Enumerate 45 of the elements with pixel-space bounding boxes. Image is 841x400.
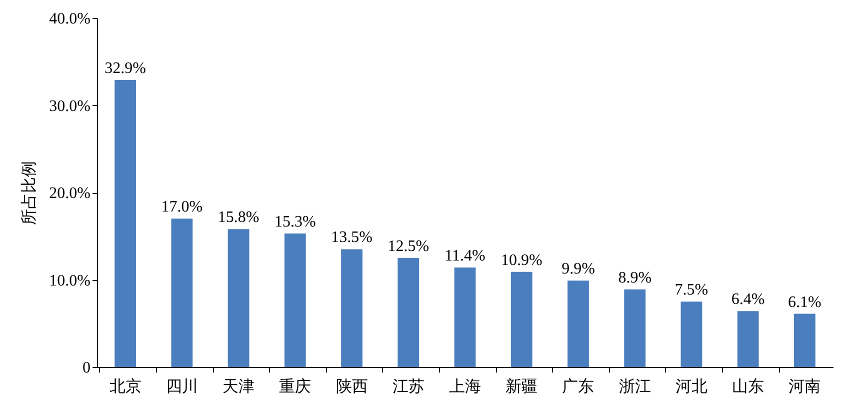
- y-axis-title: 所占比例: [20, 161, 38, 225]
- data-label: 7.5%: [674, 282, 708, 299]
- x-tick-label: 四川: [166, 378, 198, 396]
- data-label: 9.9%: [562, 260, 595, 278]
- y-tick-label: 0: [82, 360, 90, 376]
- x-tick-label: 上海: [449, 378, 481, 396]
- data-label: 32.9%: [104, 60, 146, 77]
- x-tick-label: 河南: [788, 378, 821, 396]
- data-label: 13.5%: [331, 229, 372, 246]
- y-tick-label: 10.0%: [49, 272, 90, 290]
- bar: [284, 234, 306, 367]
- bar: [171, 218, 193, 367]
- data-label: 17.0%: [161, 198, 203, 216]
- bar: [510, 272, 532, 367]
- data-label: 11.4%: [444, 248, 486, 265]
- x-tick-label: 新疆: [506, 378, 538, 396]
- x-tick-label: 北京: [109, 378, 142, 396]
- data-label: 10.9%: [500, 252, 542, 269]
- data-label: 6.1%: [788, 294, 822, 311]
- data-label: 6.4%: [731, 291, 765, 308]
- data-label: 15.8%: [218, 209, 260, 226]
- x-tick-label: 江苏: [392, 378, 424, 396]
- x-tick-label: 浙江: [618, 378, 651, 396]
- bar: [114, 80, 136, 367]
- bar: [737, 311, 759, 367]
- bar: [228, 229, 250, 367]
- y-tick-label: 40.0%: [49, 10, 90, 28]
- y-tick-label: 30.0%: [49, 98, 90, 115]
- bar: [454, 268, 476, 367]
- x-tick-label: 山东: [732, 378, 764, 396]
- bar: [680, 302, 702, 367]
- x-tick-label: 陕西: [336, 378, 368, 396]
- y-tick-label: 20.0%: [49, 185, 90, 202]
- x-tick-label: 广东: [562, 378, 594, 396]
- bar: [341, 249, 362, 367]
- x-tick-label: 河北: [675, 378, 708, 396]
- bar: [624, 289, 646, 367]
- bar: [398, 258, 420, 367]
- data-label: 12.5%: [388, 238, 430, 255]
- bar: [568, 280, 589, 367]
- data-label: 8.9%: [618, 269, 652, 286]
- data-label: 15.3%: [274, 214, 316, 231]
- bar: [794, 314, 816, 367]
- x-tick-label: 重庆: [279, 378, 312, 396]
- x-tick-label: 天津: [222, 378, 255, 396]
